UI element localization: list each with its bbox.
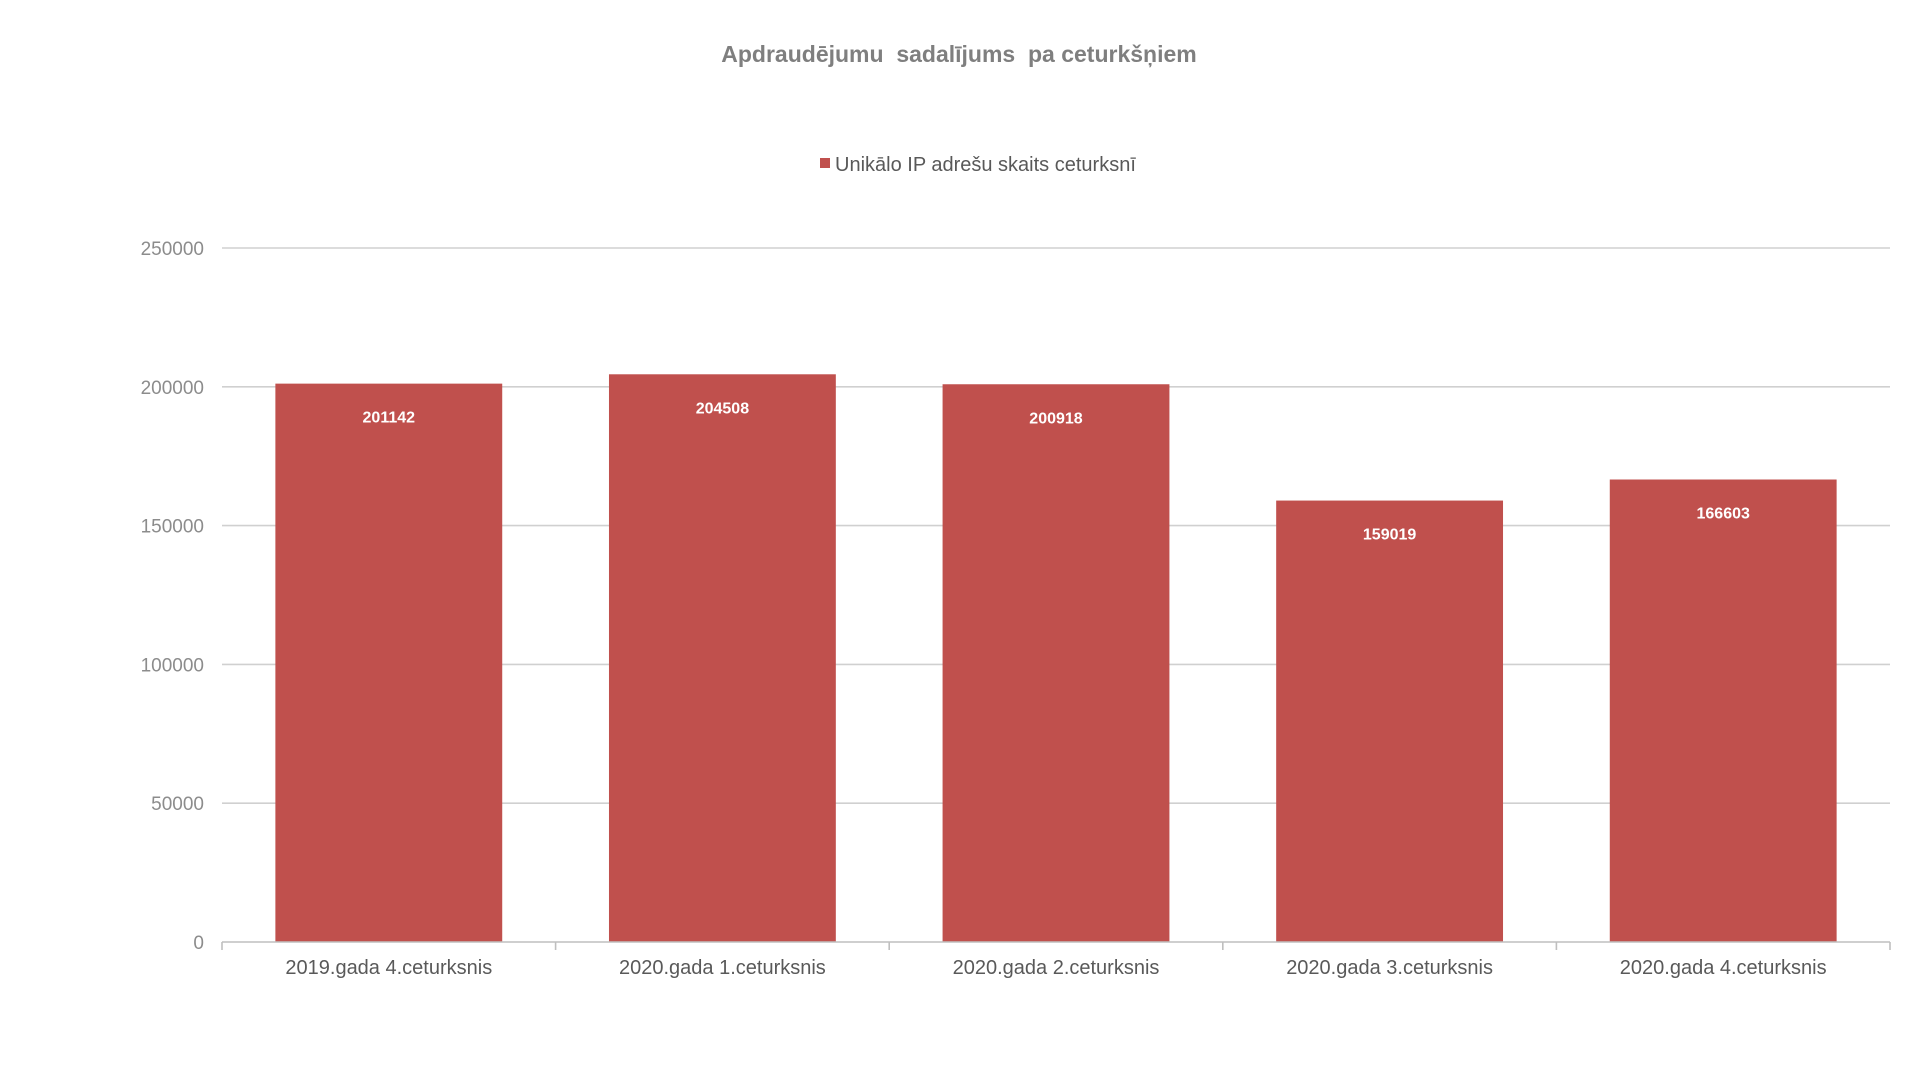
- bar: [1609, 479, 1837, 942]
- x-tick-label: 2019.gada 4.ceturksnis: [285, 957, 492, 979]
- y-tick-label: 250000: [141, 239, 204, 260]
- bar: [608, 374, 836, 943]
- bar: [942, 384, 1170, 943]
- data-label: 204508: [696, 400, 749, 417]
- legend-label: Unikālo IP adrešu skaits ceturksnī: [835, 154, 1136, 176]
- bar: [1276, 500, 1504, 942]
- x-tick-label: 2020.gada 4.ceturksnis: [1620, 957, 1827, 979]
- y-tick-label: 0: [193, 933, 204, 954]
- data-label: 201142: [363, 410, 416, 427]
- data-label: 159019: [1363, 527, 1416, 544]
- bar: [275, 383, 503, 942]
- x-axis-tick-labels: 2019.gada 4.ceturksnis 2020.gada 1.ceturk…: [285, 957, 1826, 979]
- y-tick-label: 150000: [141, 517, 204, 538]
- legend-swatch: [820, 158, 830, 168]
- x-tick-label: 2020.gada 3.ceturksnis: [1286, 957, 1493, 979]
- data-label: 166603: [1697, 506, 1750, 523]
- chart-title: Apdraudējumu sadalījums pa ceturkšņiem: [721, 41, 1196, 67]
- bars: [275, 374, 1837, 943]
- y-tick-label: 50000: [151, 794, 204, 815]
- x-tick-label: 2020.gada 1.ceturksnis: [619, 957, 826, 979]
- data-labels: 201142 204508 200918 159019 166603: [363, 400, 1750, 543]
- data-label: 200918: [1029, 410, 1082, 427]
- x-axis: [221, 941, 1891, 950]
- y-axis-tick-labels: 0 50000 100000 150000 200000 250000: [141, 239, 204, 954]
- legend: Unikālo IP adrešu skaits ceturksnī: [820, 154, 1136, 176]
- y-tick-label: 200000: [141, 378, 204, 399]
- x-tick-label: 2020.gada 2.ceturksnis: [953, 957, 1160, 979]
- y-tick-label: 100000: [141, 655, 204, 676]
